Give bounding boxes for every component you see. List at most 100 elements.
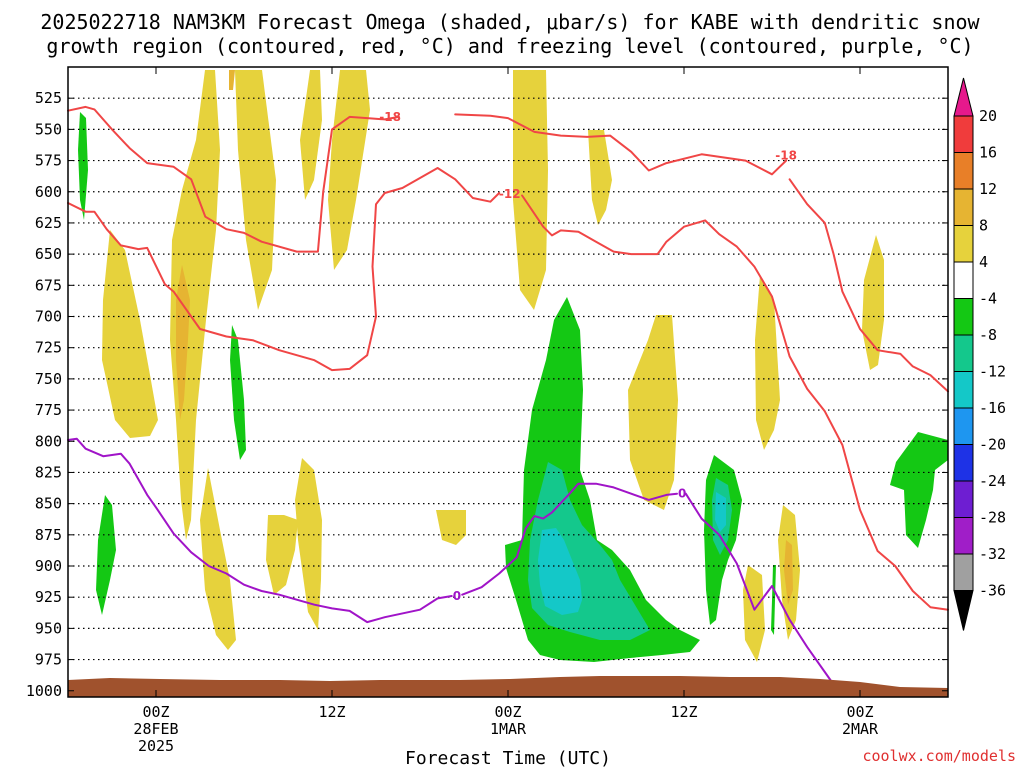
omega-shading-pos-4 — [513, 70, 548, 310]
y-tick-label: 900 — [35, 557, 62, 575]
y-tick-label: 625 — [35, 214, 62, 232]
omega-shading-pos-4 — [436, 510, 466, 545]
x-axis-label: Forecast Time (UTC) — [405, 748, 611, 768]
y-tick-label: 725 — [35, 339, 62, 357]
credit-text: coolwx.com/models — [862, 747, 1016, 765]
colorbar-swatch — [953, 115, 974, 153]
contour-label: 0 — [678, 487, 686, 501]
omega-colorbar: 20 16 12 8 4 -4 -8 -12 -16 -20 -24 -28 -32 -36 — [953, 77, 1006, 631]
colorbar-label: 8 — [979, 217, 988, 235]
omega-shading-pos-4 — [235, 70, 276, 310]
contour-label: -12 — [499, 187, 521, 201]
x-tick-label: 2025 — [138, 737, 174, 755]
contour-label: -18 — [379, 110, 401, 124]
contour-line — [521, 194, 949, 611]
contour-line — [67, 437, 453, 624]
pressure-axis: 525 550 575 600 625 650 675 700 725 750 775 800 825 8… — [26, 89, 948, 700]
y-tick-label: 700 — [35, 308, 62, 326]
colorbar-label: -32 — [979, 545, 1006, 563]
y-tick-label: 975 — [35, 651, 62, 669]
contour-line — [461, 482, 678, 596]
omega-shading-neg-4 — [771, 565, 776, 635]
contour-labels: -18 -18 -12 0 0 — [379, 110, 797, 603]
colorbar-over-arrow — [953, 77, 974, 117]
contour-line — [454, 113, 788, 176]
x-tick-label: 12Z — [670, 703, 697, 721]
colorbar-swatch — [953, 553, 974, 591]
y-tick-label: 1000 — [26, 682, 62, 700]
omega-shading-neg-4 — [96, 495, 116, 615]
colorbar-swatch — [953, 188, 974, 226]
contour-lines — [67, 105, 949, 686]
omega-shading-pos-4 — [300, 70, 322, 200]
y-tick-label: 750 — [35, 370, 62, 388]
omega-shading-pos-4 — [328, 70, 370, 270]
colorbar-swatch — [953, 225, 974, 263]
colorbar-label: 4 — [979, 253, 988, 271]
colorbar-label: -8 — [979, 326, 997, 344]
colorbar-swatch — [953, 261, 974, 299]
omega-shading-pos-4 — [628, 315, 678, 510]
y-tick-label: 575 — [35, 152, 62, 170]
y-tick-label: 825 — [35, 463, 62, 481]
y-tick-label: 550 — [35, 120, 62, 138]
x-tick-label: 2MAR — [842, 720, 879, 738]
colorbar-swatch — [953, 334, 974, 372]
y-tick-label: 775 — [35, 401, 62, 419]
omega-shading-pos-4 — [170, 70, 220, 540]
omega-shading-pos-4 — [862, 235, 884, 370]
x-tick-label: 00Z — [142, 703, 169, 721]
omega-shading-pos-4 — [266, 515, 298, 595]
y-tick-label: 525 — [35, 89, 62, 107]
colorbar-label: -16 — [979, 399, 1006, 417]
colorbar-swatch — [953, 444, 974, 482]
shaded-omega-layer — [78, 70, 948, 662]
colorbar-label: -28 — [979, 509, 1006, 527]
colorbar-swatch — [953, 517, 974, 555]
colorbar-label: -24 — [979, 472, 1006, 490]
colorbar-label: -4 — [979, 290, 997, 308]
y-tick-label: 925 — [35, 588, 62, 606]
omega-shading-pos-4 — [755, 275, 780, 450]
colorbar-under-arrow — [953, 590, 974, 631]
contour-line — [67, 167, 501, 372]
contour-label: -18 — [775, 149, 797, 163]
colorbar-swatch — [953, 152, 974, 190]
y-tick-label: 675 — [35, 276, 62, 294]
colorbar-label: 20 — [979, 107, 997, 125]
omega-shading-neg-12 — [538, 528, 582, 615]
colorbar-swatch — [953, 371, 974, 409]
omega-shading-pos-8 — [176, 265, 190, 420]
contour-line — [67, 105, 400, 253]
omega-shading-neg-4 — [890, 432, 948, 548]
y-tick-label: 600 — [35, 183, 62, 201]
ground-terrain — [68, 676, 948, 697]
omega-shading-pos-4 — [200, 468, 236, 650]
y-tick-label: 800 — [35, 432, 62, 450]
omega-shading-neg-4 — [78, 112, 88, 220]
contour-line — [788, 178, 949, 393]
omega-shading-pos-8 — [784, 540, 793, 605]
omega-shading-neg-12 — [715, 492, 726, 532]
y-tick-label: 950 — [35, 619, 62, 637]
x-tick-label: 00Z — [846, 703, 873, 721]
colorbar-swatch — [953, 407, 974, 445]
omega-shading-pos-4 — [102, 230, 158, 438]
colorbar-label: 12 — [979, 180, 997, 198]
omega-shading-pos-4 — [743, 565, 765, 662]
x-tick-label: 12Z — [318, 703, 345, 721]
chart-title-line-2: growth region (contoured, red, °C) and f… — [46, 34, 973, 58]
x-tick-label: 28FEB — [133, 720, 178, 738]
contour-label: 0 — [453, 589, 461, 603]
omega-shading-pos-8 — [229, 70, 235, 90]
colorbar-label: -12 — [979, 363, 1006, 381]
y-tick-label: 850 — [35, 495, 62, 513]
x-tick-label: 00Z — [494, 703, 521, 721]
colorbar-label: 16 — [979, 144, 997, 162]
colorbar-swatch — [953, 480, 974, 518]
contour-line — [684, 492, 835, 686]
colorbar-label: -36 — [979, 582, 1006, 600]
omega-shading-neg-4 — [230, 325, 246, 460]
